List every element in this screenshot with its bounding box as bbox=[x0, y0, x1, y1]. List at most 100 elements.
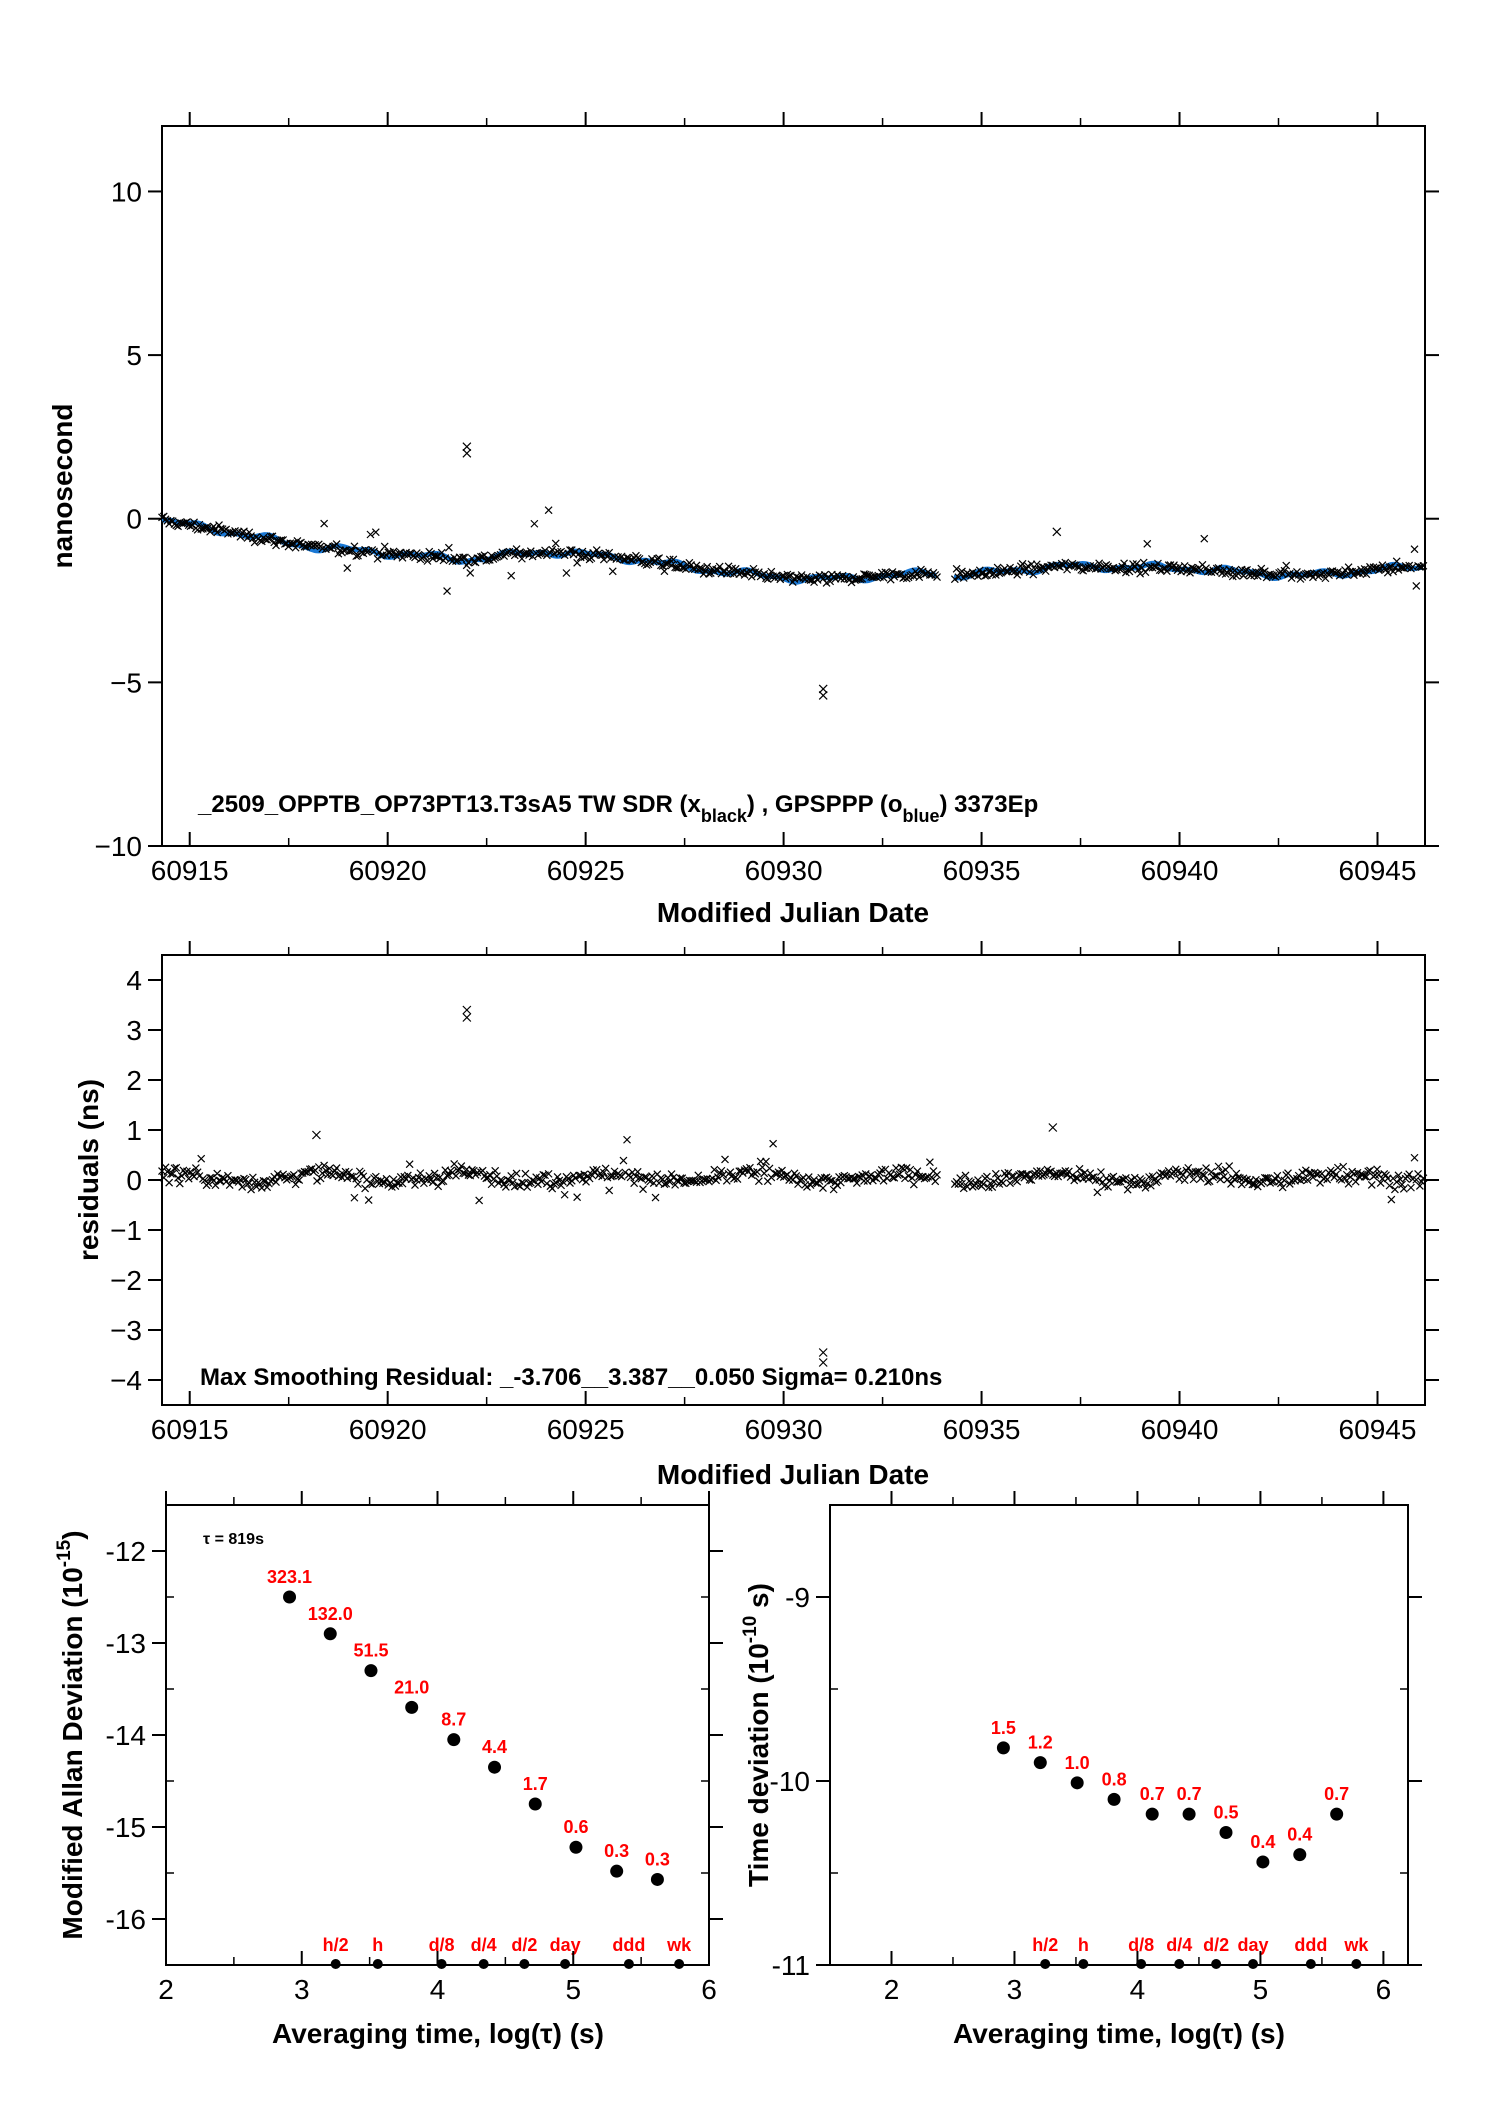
tw-sdr-point bbox=[548, 545, 557, 554]
y-axis-title-main: Modified Allan Deviation (10 bbox=[57, 1567, 88, 1939]
panel-time-series: 60915 60920 60925 60930 60935 60940 60945 10 5 0 −… bbox=[47, 112, 1439, 928]
x-tick-label: 4 bbox=[1130, 1974, 1146, 2005]
stability-point bbox=[1070, 1776, 1084, 1790]
tw-sdr-point bbox=[1333, 567, 1342, 576]
residual-point bbox=[956, 1174, 965, 1182]
residual-point bbox=[1027, 1176, 1036, 1185]
annotation-prefix: _2509_OPPTB_OP73PT13.T3sA5 TW SDR (x bbox=[197, 791, 702, 818]
residual-point bbox=[350, 1193, 359, 1202]
time-marker-label: h bbox=[1078, 1935, 1089, 1955]
y-tick-label: -13 bbox=[106, 1628, 146, 1659]
x-tick-label: 3 bbox=[1007, 1974, 1023, 2005]
time-marker-dot bbox=[1040, 1959, 1051, 1969]
residual-point bbox=[710, 1165, 719, 1174]
tw-sdr-point bbox=[806, 576, 815, 584]
residual-point bbox=[560, 1190, 569, 1199]
residual-point bbox=[1047, 1167, 1055, 1176]
residual-point bbox=[769, 1139, 778, 1148]
tw-sdr-point bbox=[747, 572, 756, 581]
residual-point bbox=[318, 1169, 327, 1178]
stability-point bbox=[1145, 1807, 1159, 1821]
stability-point bbox=[610, 1864, 624, 1878]
plot-frame bbox=[161, 125, 1426, 847]
residual-point bbox=[368, 1180, 377, 1189]
axis-ticks: 2 3 4 5 6 -9 -10 -11 bbox=[770, 1491, 1422, 2005]
residual-point bbox=[316, 1174, 325, 1183]
tw-sdr-point bbox=[667, 561, 676, 570]
tw-sdr-point bbox=[371, 528, 380, 537]
residual-point bbox=[610, 1167, 619, 1176]
y-tick-label: -15 bbox=[106, 1812, 146, 1843]
tw-sdr-point bbox=[423, 557, 432, 565]
residual-point bbox=[633, 1167, 642, 1176]
tw-sdr-point bbox=[660, 567, 669, 576]
data-points bbox=[158, 1005, 1428, 1367]
residual-point bbox=[512, 1169, 521, 1178]
residual-point bbox=[713, 1173, 722, 1181]
residual-point bbox=[430, 1169, 439, 1178]
annotation-suffix: ) 3373Ep bbox=[940, 791, 1039, 818]
residual-point bbox=[1104, 1183, 1112, 1191]
y-tick-label: -16 bbox=[106, 1904, 146, 1935]
time-marker-dot bbox=[560, 1959, 571, 1969]
residual-point bbox=[1376, 1179, 1385, 1187]
time-marker-label: d/4 bbox=[1166, 1935, 1192, 1955]
residual-point bbox=[1202, 1164, 1210, 1172]
residual-point bbox=[1232, 1169, 1241, 1178]
residual-point bbox=[1360, 1172, 1369, 1181]
residual-point bbox=[485, 1170, 494, 1179]
residual-point bbox=[161, 1163, 170, 1172]
residual-annotation: Max Smoothing Residual: _-3.706__3.387__… bbox=[200, 1364, 942, 1391]
y-tick-label: 4 bbox=[126, 965, 142, 996]
tw-sdr-point bbox=[190, 518, 198, 527]
tw-sdr-point bbox=[332, 540, 341, 548]
residual-point bbox=[1415, 1182, 1424, 1190]
time-marker-label: wk bbox=[666, 1935, 692, 1955]
residual-point bbox=[345, 1168, 353, 1177]
tw-sdr-point bbox=[623, 553, 631, 562]
plot-frame bbox=[829, 1504, 1409, 1966]
residual-point bbox=[804, 1173, 813, 1182]
residual-point bbox=[1392, 1177, 1401, 1186]
residual-point bbox=[925, 1158, 934, 1167]
tw-sdr-point bbox=[329, 542, 337, 551]
residual-point bbox=[601, 1164, 610, 1173]
tw-sdr-point bbox=[573, 558, 582, 567]
annotation-sub-blue: blue bbox=[903, 806, 940, 826]
tw-sdr-point bbox=[884, 570, 893, 579]
residual-point bbox=[893, 1171, 902, 1180]
residual-point bbox=[197, 1154, 206, 1163]
stability-point bbox=[528, 1797, 542, 1811]
x-axis-title: Modified Julian Date bbox=[657, 897, 929, 928]
tw-sdr-point bbox=[950, 575, 959, 584]
residual-point bbox=[1068, 1171, 1077, 1180]
tw-sdr-point bbox=[703, 562, 712, 571]
x-tick-label: 60935 bbox=[943, 1414, 1021, 1445]
tw-sdr-point bbox=[1243, 565, 1251, 574]
residual-point bbox=[1211, 1172, 1219, 1180]
y-tick-label: 0 bbox=[126, 1165, 142, 1196]
residual-point bbox=[1198, 1170, 1207, 1179]
residual-point bbox=[1405, 1170, 1414, 1179]
y-axis-title-sup: -15 bbox=[54, 1539, 75, 1567]
y-axis-title-main: Time deviation (10 bbox=[743, 1643, 774, 1887]
tw-sdr-point bbox=[619, 555, 628, 564]
residual-point bbox=[411, 1181, 419, 1189]
tw-sdr-point bbox=[1159, 564, 1168, 573]
legend-annotation: _2509_OPPTB_OP73PT13.T3sA5 TW SDR (xblac… bbox=[197, 791, 1038, 826]
time-marker-label: d/2 bbox=[1203, 1935, 1229, 1955]
annotation-mid: ) , GPSPPP (o bbox=[747, 791, 903, 818]
residual-point bbox=[1218, 1168, 1227, 1176]
residual-point bbox=[521, 1169, 530, 1178]
residual-point bbox=[211, 1181, 220, 1190]
y-axis-title: Modified Allan Deviation (10-15) bbox=[54, 1530, 88, 1939]
tw-sdr-point bbox=[778, 572, 786, 581]
tw-sdr-point bbox=[466, 569, 475, 577]
residual-point bbox=[651, 1193, 660, 1202]
residual-point bbox=[332, 1164, 341, 1172]
tw-sdr-point bbox=[1162, 567, 1171, 576]
tw-sdr-point bbox=[379, 551, 387, 559]
residual-point bbox=[1273, 1171, 1282, 1180]
time-marker-dot bbox=[372, 1959, 383, 1969]
